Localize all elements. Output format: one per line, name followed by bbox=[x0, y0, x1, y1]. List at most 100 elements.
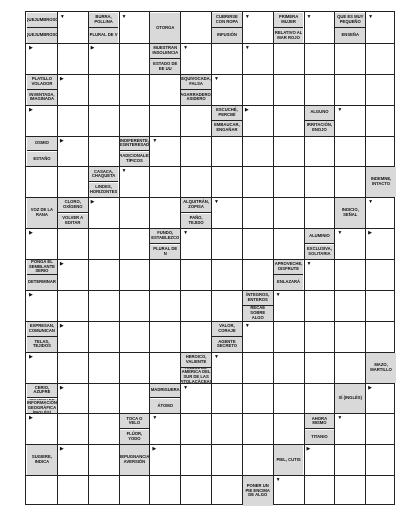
clue-cell-plural-v: PLURAL DE V bbox=[88, 28, 119, 43]
grid-row-line bbox=[26, 104, 394, 106]
arrow-down-icon: ▼ bbox=[275, 291, 281, 298]
arrow-down-icon: ▼ bbox=[306, 261, 312, 267]
arrow-right-icon: ▶ bbox=[59, 446, 64, 453]
clue-cell-tradicionales: TRADICIONALES, TÍPICOS bbox=[119, 151, 150, 167]
grid-column-line bbox=[149, 12, 151, 504]
grid-column-line bbox=[211, 12, 212, 504]
clue-cell-otorga: OTORGA bbox=[150, 13, 181, 43]
grid-column-line bbox=[334, 12, 336, 504]
clue-cell-toca-velo: TOCA O VELO bbox=[119, 414, 150, 430]
clue-cell-piel: PIEL, CUTIS bbox=[273, 445, 304, 476]
arrow-right-icon: ▶ bbox=[59, 322, 64, 329]
arrow-right-icon: ▶ bbox=[59, 75, 64, 82]
clue-cell-lindes: LINDES, HORIZONTES bbox=[88, 182, 119, 198]
grid-column-line bbox=[303, 12, 305, 504]
clue-cell-equivocada: EQUIVOCADA, FALSA bbox=[181, 74, 211, 90]
clue-cell-inventada: INVENTADA, IMAGINADA bbox=[27, 90, 57, 105]
clue-cell-cerio: CERIO, AZUFRE bbox=[27, 383, 57, 399]
clue-cell-telas: TELAS, TEJIDOS bbox=[27, 337, 57, 352]
arrow-right-icon: ▶ bbox=[244, 106, 249, 113]
arrow-down-icon: ▼ bbox=[214, 199, 219, 206]
arrow-down-icon: ▼ bbox=[214, 75, 219, 82]
clue-cell-casaca: CASACA, CHAQUETA bbox=[88, 167, 119, 183]
clue-cell-exclusiva: EXCLUSIVA, SOLITARIA bbox=[304, 244, 335, 259]
clue-cell-embaucar: EMBAUCAR, ENGAÑAR bbox=[212, 121, 242, 136]
grid-row-line bbox=[26, 320, 394, 322]
grid-row-line bbox=[26, 73, 394, 75]
clue-cell-semblante: PONGA EL SEMBLANTE SERIO bbox=[27, 260, 57, 275]
clue-cell-determinar: DETERMINAR bbox=[27, 275, 57, 290]
clue-cell-madriguera: MADRIGUERA bbox=[150, 383, 181, 399]
arrow-down-icon: ▼ bbox=[368, 199, 374, 206]
clue-cell-platillo: PLATILLO VOLADOR bbox=[27, 74, 57, 90]
arrow-down-icon: ▼ bbox=[306, 14, 312, 20]
clue-cell-indiferente: INDIFERENTE, DESINTERESADO bbox=[119, 136, 150, 152]
grid-row-line bbox=[26, 444, 394, 446]
arrow-down-icon: ▼ bbox=[183, 230, 189, 237]
clue-cell-integros: ÍNTEGROS, ENTEROS bbox=[242, 290, 273, 306]
arrow-right-icon: ▶ bbox=[29, 291, 33, 298]
clue-cell-estano: ESTAÑO bbox=[27, 151, 57, 167]
grid-row-line bbox=[26, 382, 394, 384]
clue-cell-mar-rojo: RELATIVO AL MAR ROJO bbox=[273, 28, 304, 43]
clue-cell-poner-pie: PONER UN PIE ENCIMA DE ALGO bbox=[242, 476, 273, 506]
clue-cell-sistema: SISTEMA DE INFORMACIÓN GEOGRÁFICA (INGLÉ… bbox=[27, 398, 57, 414]
clue-cell-aprovecha: APROVECHE, DISFRUTE bbox=[273, 260, 304, 275]
grid-row-line bbox=[26, 197, 394, 199]
arrow-down-icon: ▼ bbox=[337, 230, 343, 237]
clue-cell-primera: PRIMERA MUJER bbox=[273, 13, 304, 28]
grid-column-line bbox=[365, 12, 367, 504]
clue-cell-escuche: ESCUCHÉ, PERCIBÍ bbox=[212, 105, 242, 121]
clue-cell-alquitran: ALQUITRÁN, ZOPISA bbox=[181, 198, 211, 214]
arrow-right-icon: ▶ bbox=[90, 199, 95, 206]
grid-column-line bbox=[180, 12, 182, 504]
arrow-down-icon: ▼ bbox=[121, 168, 127, 175]
arrow-down-icon: ▼ bbox=[337, 106, 343, 113]
arrow-down-icon: ▼ bbox=[244, 14, 250, 20]
grid-row-line bbox=[26, 166, 394, 168]
clue-cell-irritacion: IRRITACIÓN, ENOJO bbox=[304, 121, 335, 136]
clue-cell-quejumbroso-b: QUEJUMBROSO bbox=[27, 28, 57, 43]
clue-cell-titanio: TITANIO bbox=[304, 429, 335, 445]
clue-cell-expresan: EXPRESAN, COMUNICAN bbox=[27, 321, 57, 337]
clue-cell-ensena: ENSEÑA bbox=[335, 28, 366, 43]
arrow-down-icon: ▼ bbox=[121, 14, 127, 20]
arrow-right-icon: ▶ bbox=[29, 415, 33, 422]
arrow-right-icon: ▶ bbox=[29, 106, 33, 113]
clue-cell-fundo: FUNDO, ESTABLEZCO bbox=[150, 229, 181, 245]
grid-column-line bbox=[87, 12, 89, 504]
arrow-right-icon: ▶ bbox=[59, 261, 64, 267]
clue-cell-quejumbroso-a: QUEJUMBROSO bbox=[27, 13, 57, 28]
arrow-down-icon: ▼ bbox=[183, 44, 189, 51]
grid-row-line bbox=[26, 351, 394, 353]
arrow-down-icon: ▼ bbox=[368, 14, 374, 20]
grid-row-line bbox=[26, 135, 394, 137]
arrow-right-icon: ▶ bbox=[29, 44, 33, 51]
clue-cell-volver: VOLVER A EDITAR bbox=[57, 213, 88, 229]
arrow-right-icon: ▶ bbox=[29, 230, 33, 237]
clue-cell-cloro: CLORO, OXÍGENO bbox=[57, 198, 88, 214]
grid-column-line bbox=[241, 12, 243, 504]
grid-row-line bbox=[26, 289, 394, 291]
grid-row-line bbox=[26, 42, 394, 44]
arrow-right-icon: ▶ bbox=[59, 137, 64, 144]
arrow-right-icon: ▶ bbox=[90, 44, 95, 51]
arrow-right-icon: ▶ bbox=[306, 446, 311, 453]
grid-column-line bbox=[272, 12, 274, 504]
clue-cell-cubrirse: CUBRIRSE CON ROPA bbox=[212, 13, 242, 28]
arrow-down-icon: ▼ bbox=[183, 384, 189, 391]
clue-cell-insolencia: MUESTRAN INSOLENCIA bbox=[150, 43, 181, 59]
clue-cell-indicio: INDICIO, SEÑAL bbox=[335, 198, 366, 229]
arrow-down-icon: ▼ bbox=[337, 415, 343, 422]
grid-row-line bbox=[26, 475, 394, 477]
arrow-right-icon: ▶ bbox=[29, 353, 33, 360]
clue-cell-valor: VALOR, CORAJE bbox=[212, 321, 242, 337]
arrow-down-icon: ▼ bbox=[244, 44, 250, 51]
arrow-down-icon: ▼ bbox=[152, 137, 158, 144]
clue-cell-mazo: MAZO, MARTILLO bbox=[366, 352, 396, 383]
clue-cell-heroico: HEROICO, VALIENTE bbox=[181, 352, 211, 368]
clue-cell-si-ingles: SÍ (INGLÉS) bbox=[335, 383, 366, 414]
clue-cell-agarradero: AGARRADERO, ASIDERO bbox=[181, 90, 211, 105]
clue-cell-repugnancia: REPUGNANCIA, AVERSIÓN bbox=[119, 445, 150, 476]
clue-cell-fluor: FLÚOR, YODO bbox=[119, 429, 150, 445]
